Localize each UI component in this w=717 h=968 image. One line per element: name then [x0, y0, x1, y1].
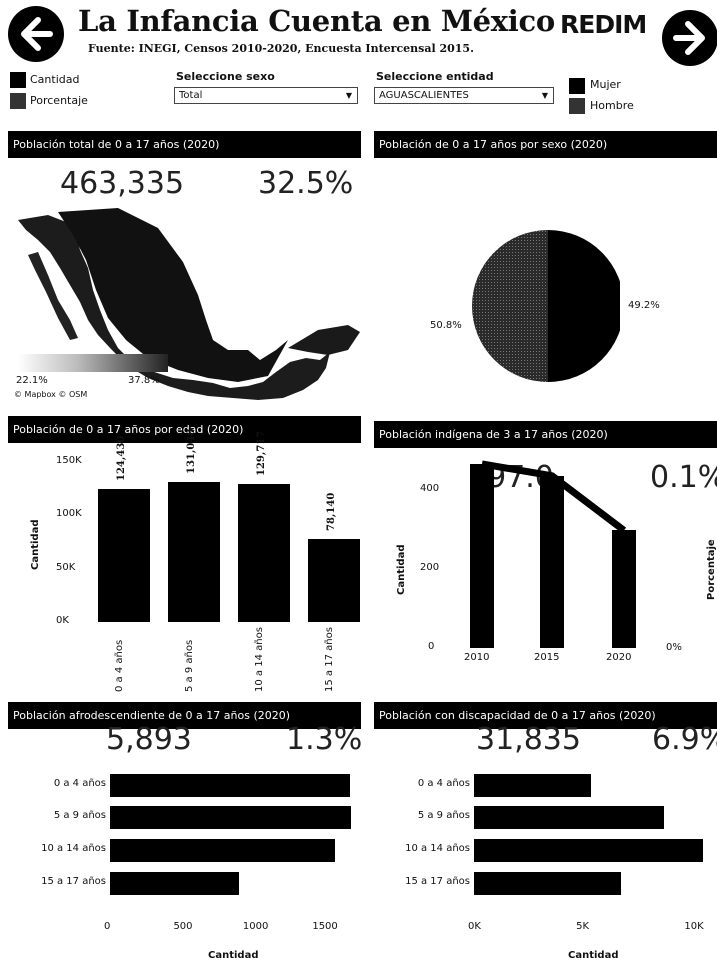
indigenous-percent-line	[481, 460, 627, 534]
total-count: 463,335	[60, 166, 185, 201]
afro-category-label: 5 a 9 años	[53, 810, 106, 821]
logo: REDIM	[560, 10, 647, 39]
back-button[interactable]	[8, 6, 64, 62]
disability-count: 31,835	[476, 722, 581, 757]
map-yucatan	[288, 325, 360, 355]
afro-xtick: 1500	[312, 921, 338, 932]
afro-xtick: 0	[104, 921, 111, 932]
age-ytick: 100K	[56, 508, 82, 520]
disability-category-label: 15 a 17 años	[405, 876, 470, 887]
legend-label-cantidad[interactable]: Cantidad	[30, 73, 80, 86]
legend-swatch-porcentaje[interactable]	[10, 93, 26, 109]
disability-bar	[474, 839, 704, 862]
age-ytick: 150K	[56, 455, 82, 466]
entity-filter-value: AGUASCALIENTES	[379, 90, 469, 101]
age-bar	[98, 489, 150, 622]
pie-label-mujer: 49.2%	[628, 300, 660, 311]
age-ytick: 0K	[56, 615, 69, 626]
legend-label-hombre[interactable]: Hombre	[590, 99, 634, 112]
mexico-map[interactable]	[8, 200, 363, 406]
panel-header-indigenous: Población indígena de 3 a 17 años (2020)	[374, 421, 717, 448]
disability-xtick: 10K	[684, 921, 704, 932]
legend-swatch-cantidad[interactable]	[10, 72, 26, 88]
entity-filter-dropdown[interactable]: AGUASCALIENTES ▼	[374, 87, 554, 104]
pie-slice-hombre[interactable]	[472, 230, 548, 382]
forward-button[interactable]	[662, 10, 717, 66]
age-bar	[308, 538, 360, 622]
afro-bar	[110, 839, 335, 862]
age-bar	[168, 482, 220, 622]
arrow-left-icon	[21, 17, 53, 51]
indigenous-year-label: 2010	[464, 652, 490, 663]
afro-count: 5,893	[106, 722, 192, 757]
afro-xtick: 500	[173, 921, 193, 932]
indigenous-y2-tick: 0%	[666, 642, 682, 653]
legend-label-mujer[interactable]: Mujer	[590, 78, 621, 91]
panel-header-afro: Población afrodescendiente de 0 a 17 año…	[8, 702, 361, 729]
legend-label-porcentaje[interactable]: Porcentaje	[30, 94, 88, 107]
afro-bar	[110, 806, 351, 829]
age-bar	[238, 483, 290, 622]
panel-header-total: Población total de 0 a 17 años (2020)	[8, 131, 361, 158]
sex-filter-value: Total	[179, 90, 203, 101]
pie-label-hombre: 50.8%	[430, 320, 462, 331]
map-mainland-north	[58, 208, 288, 382]
panel-header-age: Población de 0 a 17 años por edad (2020)	[8, 416, 361, 443]
disability-category-label: 5 a 9 años	[417, 810, 470, 821]
disability-bar	[474, 774, 591, 797]
page-title: La Infancia Cuenta en México	[78, 4, 555, 38]
afro-xtick: 1000	[242, 921, 269, 932]
afro-category-label: 0 a 4 años	[53, 778, 106, 789]
indigenous-ytick: 400	[420, 482, 440, 494]
pie-slice-mujer[interactable]	[548, 230, 620, 382]
disability-bar	[474, 806, 665, 829]
afro-bar	[110, 774, 351, 797]
afro-category-label: 15 a 17 años	[41, 876, 106, 887]
indigenous-ytick: 200	[420, 561, 440, 573]
map-legend-max: 37.8%	[128, 375, 160, 386]
map-mainland	[18, 215, 330, 400]
disability-bar	[474, 872, 622, 895]
indigenous-percent: 0.1%	[650, 460, 717, 495]
total-percent: 32.5%	[258, 166, 354, 201]
legend-swatch-hombre[interactable]	[569, 98, 585, 114]
legend-swatch-mujer[interactable]	[569, 78, 585, 94]
disability-percent: 6.9%	[652, 722, 717, 757]
disability-xtick: 5K	[576, 921, 590, 932]
sex-pie-chart	[472, 230, 620, 382]
map-baja-california	[28, 252, 78, 340]
disability-xlabel: Cantidad	[568, 950, 619, 961]
chevron-down-icon: ▼	[541, 91, 548, 100]
panel-header-sex: Población de 0 a 17 años por sexo (2020)	[374, 131, 717, 158]
indigenous-year-label: 2020	[606, 652, 632, 663]
indigenous-year-label: 2015	[534, 652, 560, 663]
chevron-down-icon: ▼	[345, 91, 352, 100]
page-subtitle: Fuente: INEGI, Censos 2010-2020, Encuest…	[88, 42, 474, 55]
arrow-right-icon	[673, 21, 705, 55]
sex-filter-dropdown[interactable]: Total ▼	[174, 87, 358, 104]
map-credit: © Mapbox © OSM	[14, 390, 88, 399]
indigenous-ytick: 0	[428, 641, 435, 652]
afro-percent: 1.3%	[286, 722, 363, 757]
disability-xtick: 0K	[468, 921, 481, 932]
map-legend-min: 22.1%	[16, 375, 48, 386]
disability-category-label: 0 a 4 años	[417, 778, 470, 789]
entity-filter-label: Seleccione entidad	[376, 70, 494, 83]
indigenous-bar	[470, 463, 494, 648]
indigenous-bar	[540, 475, 564, 648]
panel-header-disability: Población con discapacidad de 0 a 17 año…	[374, 702, 717, 729]
afro-category-label: 10 a 14 años	[41, 843, 106, 854]
afro-bar	[110, 872, 240, 895]
sex-filter-label: Seleccione sexo	[176, 70, 275, 83]
afro-xlabel: Cantidad	[208, 950, 259, 961]
age-ytick: 50K	[56, 561, 76, 573]
disability-category-label: 10 a 14 años	[405, 843, 470, 854]
map-color-legend	[18, 354, 168, 372]
indigenous-bar	[612, 530, 636, 648]
